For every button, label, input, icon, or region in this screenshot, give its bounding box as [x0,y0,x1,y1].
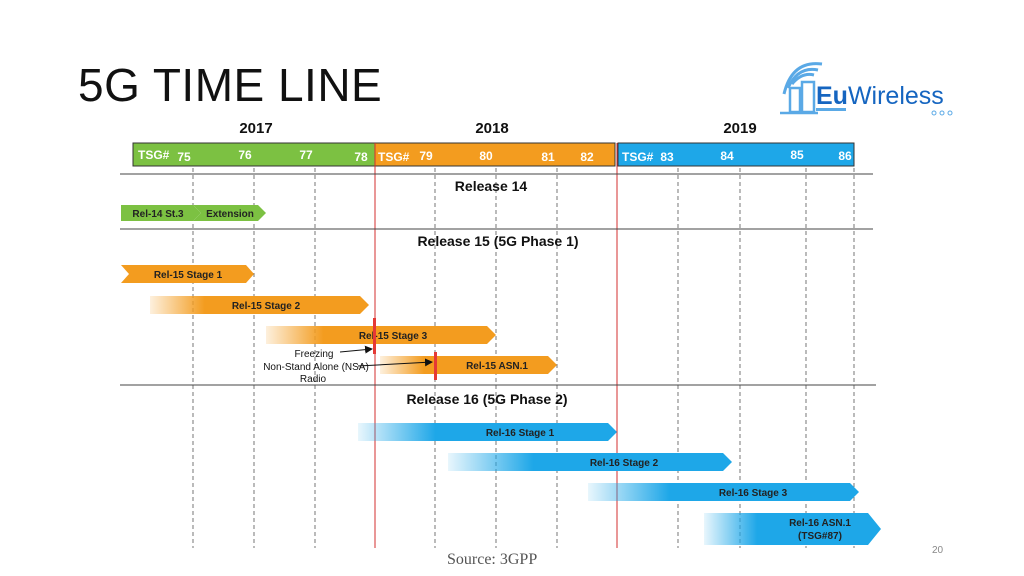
section-heading: Release 14 [455,178,528,194]
annotation-text: Freezing [295,349,334,360]
tsg-number: 76 [238,148,252,162]
bar-rel16-asn1 [704,513,881,545]
logo-prefix: Eu [816,82,848,110]
source-caption: Source: 3GPP [447,551,538,568]
bar-rel16-stage1 [358,423,617,441]
euwireless-logo-icon [780,62,953,116]
tsg-number: 85 [790,148,804,162]
bar-label: Rel-15 Stage 1 [154,270,223,281]
annotation-text: Radio [300,374,327,385]
annotation-arrow [339,345,373,354]
bar-rel14-stage3 [121,205,201,221]
bar-label: Extension [206,209,254,220]
tsg-number: 79 [419,149,433,163]
bar-label: (TSG#87) [798,531,842,542]
page-number: 20 [932,545,944,556]
tsg-prefix: TSG# [378,150,410,164]
tsg-number: 78 [354,150,368,164]
bar-label: Rel-16 ASN.1 [789,518,851,529]
bar-rel15-stage2 [150,296,369,314]
year-label: 2017 [239,120,272,137]
bar-label: Rel-16 Stage 3 [719,488,788,499]
bar-rel14-extension [193,205,266,221]
logo-wordmark: EuWireless [816,82,944,111]
slide-title: 5G TIME LINE [78,59,383,111]
bar-rel15-asn1 [380,356,557,374]
year-label: 2019 [723,120,756,137]
tsg-number: 82 [580,150,594,164]
bar-rel16-stage2 [448,453,732,471]
bar-rel16-stage3 [588,483,859,501]
tsg-number: 84 [720,149,734,163]
year-label: 2018 [475,120,508,137]
tsg-prefix: TSG# [622,150,654,164]
bar-label: Rel-14 St.3 [132,209,184,220]
tsg-number: 77 [299,148,313,162]
tsg-number: 86 [838,149,852,163]
logo-underline [816,108,846,111]
bar-label: Rel-16 Stage 2 [590,458,659,469]
bar-label: Rel-15 Stage 2 [232,301,301,312]
section-heading: Release 15 (5G Phase 1) [417,233,578,249]
tsg-number: 83 [660,150,674,164]
logo-suffix: Wireless [847,82,944,110]
annotation-text: Non-Stand Alone (NSA) [263,362,369,373]
bar-label: Rel-15 Stage 3 [359,331,428,342]
bar-rel15-stage3 [266,326,496,344]
bar-rel15-stage1 [121,265,254,283]
bar-label: Rel-16 Stage 1 [486,428,555,439]
bar-label: Rel-15 ASN.1 [466,361,528,372]
tsg-number: 81 [541,150,555,164]
section-heading: Release 16 (5G Phase 2) [406,391,567,407]
tsg-header-2019 [617,142,855,167]
freeze-marker [434,352,437,380]
annotation-arrow [357,358,433,367]
tsg-number: 80 [479,149,493,163]
tsg-prefix: TSG# [138,148,170,162]
freeze-marker [373,318,376,354]
tsg-header-2018 [374,142,616,167]
tsg-number: 75 [177,150,191,164]
